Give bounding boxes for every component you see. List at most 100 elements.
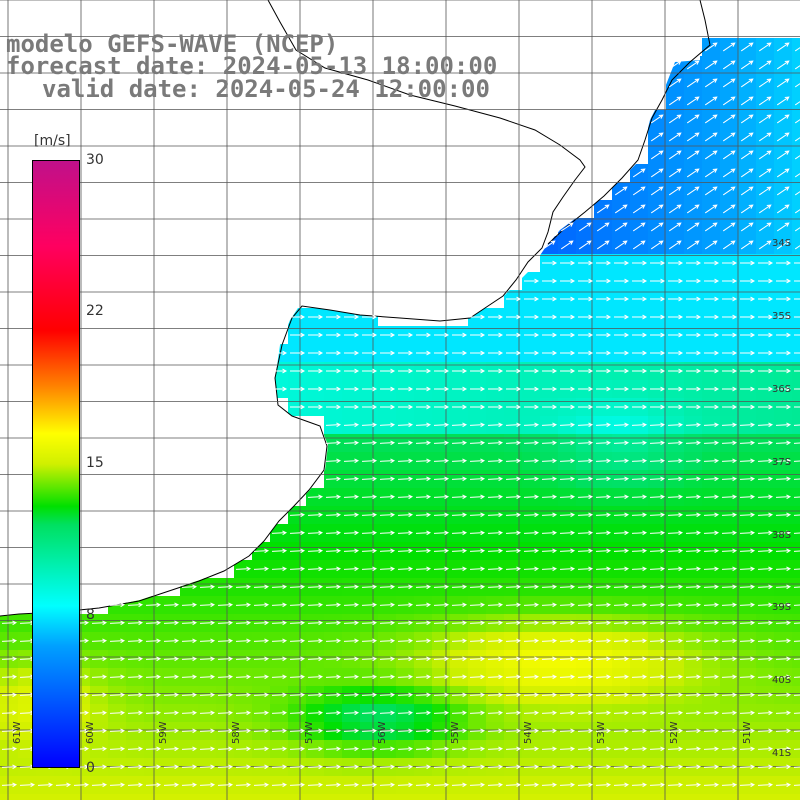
wind-arrow [668, 222, 682, 232]
wind-arrow [668, 368, 684, 374]
wind-arrow [649, 782, 666, 788]
wind-arrow [235, 602, 252, 608]
wind-arrow [794, 155, 800, 160]
wind-arrow [523, 494, 540, 500]
wind-arrow [109, 674, 126, 680]
wind-arrow [668, 168, 682, 178]
wind-arrow [487, 494, 504, 500]
wind-arrow [397, 656, 414, 662]
wind-arrow [145, 602, 162, 608]
wind-arrow [344, 314, 360, 320]
wind-arrow [487, 530, 504, 536]
wind-arrow [631, 728, 648, 734]
wind-arrow [343, 512, 360, 518]
wind-arrow [469, 782, 486, 788]
wind-arrow [686, 168, 700, 178]
wind-arrow [596, 260, 612, 266]
wind-arrow [740, 114, 754, 124]
wind-arrow [415, 656, 432, 662]
wind-cell [450, 794, 468, 800]
wind-arrow [451, 728, 468, 734]
wind-arrow [722, 222, 736, 232]
wind-arrow [577, 602, 594, 608]
wind-arrow [470, 368, 486, 374]
wind-arrow [506, 386, 522, 392]
wind-arrow [253, 638, 270, 644]
wind-arrow [307, 746, 324, 752]
wind-arrow [343, 440, 360, 446]
wind-arrow [793, 460, 800, 462]
wind-arrow [361, 494, 378, 500]
wind-arrow [794, 83, 800, 88]
wind-arrow [614, 204, 628, 214]
wind-arrow [794, 119, 800, 124]
wind-arrow [757, 584, 774, 590]
wind-arrow [451, 638, 468, 644]
wind-cell [162, 794, 180, 800]
wind-arrow [253, 710, 270, 716]
wind-arrow [325, 512, 342, 518]
wind-arrow [487, 746, 504, 752]
wind-arrow [560, 314, 576, 320]
wind-arrow [451, 584, 468, 590]
wind-arrow [308, 314, 324, 320]
wind-arrow [776, 278, 792, 284]
wind-arrow [686, 314, 702, 320]
lon-label: 57W [304, 721, 315, 744]
wind-arrow [703, 728, 720, 734]
wind-arrow [289, 584, 306, 590]
wind-arrow [379, 512, 396, 518]
wind-arrow [793, 766, 800, 768]
wind-arrow [542, 314, 558, 320]
wind-arrow [415, 440, 432, 446]
wind-arrow [505, 782, 522, 788]
wind-arrow [703, 458, 720, 464]
wind-arrow [793, 748, 800, 750]
wind-arrow [614, 332, 630, 338]
wind-arrow [722, 168, 736, 178]
colorbar-tick-22: 22 [86, 303, 104, 319]
wind-arrow [379, 656, 396, 662]
wind-arrow [181, 764, 198, 770]
wind-arrow [307, 692, 324, 698]
wind-arrow [290, 386, 306, 392]
wind-cell [504, 794, 522, 800]
wind-arrow [794, 65, 800, 70]
wind-arrow [793, 658, 800, 660]
wind-arrow [793, 640, 800, 642]
wind-arrow [433, 674, 450, 680]
wind-arrow [307, 710, 324, 716]
wind-arrow [703, 530, 720, 536]
wind-arrow [433, 476, 450, 482]
wind-cell [792, 128, 800, 146]
lat-label: 34S [772, 238, 792, 249]
wind-arrow [740, 314, 756, 320]
lon-label: 51W [742, 721, 753, 744]
wind-arrow [541, 692, 558, 698]
wind-arrow [307, 674, 324, 680]
wind-arrow [686, 60, 700, 70]
wind-arrow [325, 674, 342, 680]
wind-arrow [362, 332, 378, 338]
land-mask [0, 0, 700, 616]
wind-arrow [577, 656, 594, 662]
wind-arrow [703, 692, 720, 698]
wind-cell [792, 218, 800, 236]
wind-arrow [686, 332, 702, 338]
wind-arrow [326, 332, 342, 338]
wind-arrow [559, 476, 576, 482]
wind-arrow [721, 548, 738, 554]
wind-arrow [703, 584, 720, 590]
wind-arrow [596, 332, 612, 338]
wind-arrow [740, 260, 756, 266]
wind-arrow [469, 530, 486, 536]
wind-arrow [91, 746, 108, 752]
wind-arrow [704, 350, 720, 356]
wind-arrow [631, 512, 648, 518]
wind-arrow [361, 422, 378, 428]
wind-arrow [650, 150, 664, 160]
wind-arrow [559, 674, 576, 680]
wind-cell [792, 146, 800, 164]
wind-arrow [685, 620, 702, 626]
wind-arrow [307, 764, 324, 770]
